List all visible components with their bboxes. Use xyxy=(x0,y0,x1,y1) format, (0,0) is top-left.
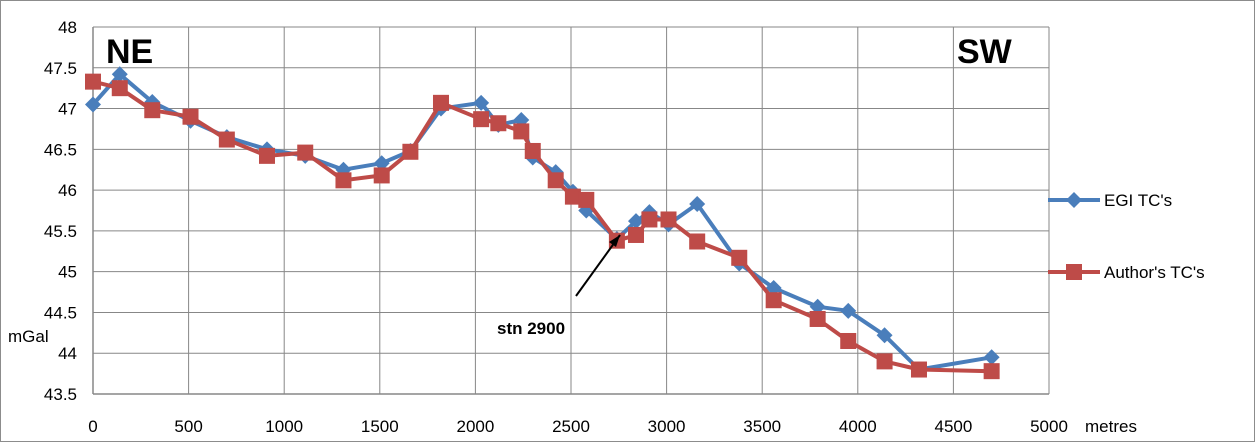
data-point xyxy=(731,249,748,266)
data-point xyxy=(641,211,658,228)
data-point xyxy=(513,123,530,140)
y-tick-label: 48 xyxy=(58,18,77,37)
y-tick-label: 47.5 xyxy=(44,59,77,78)
x-tick-label: 3000 xyxy=(648,417,686,436)
data-point xyxy=(809,298,826,315)
x-tick-label: 4000 xyxy=(839,417,877,436)
data-point xyxy=(840,302,857,319)
x-axis-label: metres xyxy=(1085,417,1137,436)
data-point xyxy=(402,143,419,160)
x-tick-label: 5000 xyxy=(1030,417,1068,436)
data-point xyxy=(335,172,352,189)
y-tick-label: 43.5 xyxy=(44,385,77,404)
data-point xyxy=(876,327,893,344)
x-axis-ticks: 0 500 1000 1500 2000 2500 3000 3500 4000 4500 5000 xyxy=(88,417,1068,436)
annotation-arrow-head xyxy=(609,235,620,247)
y-axis-label: mGal xyxy=(8,327,49,346)
annotation-label: stn 2900 xyxy=(497,319,565,338)
y-tick-label: 45.5 xyxy=(44,222,77,241)
data-point xyxy=(765,279,782,296)
series-layer xyxy=(85,66,1000,380)
legend-label-author: Author's TC's xyxy=(1104,263,1205,282)
legend-marker-egi xyxy=(1066,192,1082,208)
data-point xyxy=(432,94,449,111)
data-point xyxy=(578,191,595,208)
annotation-arrow-line xyxy=(575,234,621,297)
data-point xyxy=(258,147,275,164)
data-point xyxy=(809,310,826,327)
y-tick-label: 47 xyxy=(58,100,77,119)
data-point xyxy=(373,167,390,184)
data-point xyxy=(765,292,782,309)
data-point xyxy=(689,233,706,250)
y-tick-label: 46.5 xyxy=(44,140,77,159)
data-point xyxy=(85,73,101,90)
data-point xyxy=(628,213,645,230)
x-tick-label: 2000 xyxy=(456,417,494,436)
legend-item-egi: EGI TC's xyxy=(1048,191,1172,210)
x-tick-label: 3500 xyxy=(743,417,781,436)
data-point xyxy=(373,155,390,172)
legend-marker-author xyxy=(1066,264,1082,280)
data-point xyxy=(983,349,1000,366)
data-point xyxy=(144,102,161,119)
data-point xyxy=(876,353,893,370)
data-point xyxy=(182,108,199,125)
data-point xyxy=(111,80,128,97)
data-point xyxy=(660,211,677,228)
data-point xyxy=(910,361,927,378)
legend: EGI TC's Author's TC's xyxy=(1048,191,1205,282)
annotation: stn 2900 xyxy=(497,234,621,338)
legend-item-author: Author's TC's xyxy=(1048,263,1205,282)
y-tick-label: 46 xyxy=(58,181,77,200)
sw-corner-label: SW xyxy=(957,33,1013,71)
data-point xyxy=(297,144,314,161)
data-point xyxy=(840,332,857,349)
x-tick-label: 500 xyxy=(174,417,202,436)
data-point xyxy=(473,94,490,111)
data-point xyxy=(628,226,645,243)
x-tick-label: 0 xyxy=(88,417,97,436)
data-point xyxy=(85,96,101,113)
y-tick-label: 44.5 xyxy=(44,303,77,322)
data-point xyxy=(689,195,706,212)
grid-lines xyxy=(92,26,1050,395)
x-tick-label: 1000 xyxy=(265,417,303,436)
y-tick-label: 44 xyxy=(58,344,77,363)
data-point xyxy=(983,363,1000,380)
data-point xyxy=(111,66,128,83)
data-point xyxy=(524,142,541,159)
data-point xyxy=(490,115,507,132)
y-axis-ticks: 43.5 44 44.5 45 45.5 46 46.5 47 47.5 48 xyxy=(44,18,77,404)
legend-label-egi: EGI TC's xyxy=(1104,191,1172,210)
data-point xyxy=(218,131,235,148)
data-point xyxy=(564,188,581,205)
x-tick-label: 1500 xyxy=(361,417,399,436)
ne-corner-label: NE xyxy=(106,33,153,71)
y-tick-label: 45 xyxy=(58,263,77,282)
series-1 xyxy=(85,73,1000,380)
data-point xyxy=(473,111,490,128)
x-tick-label: 2500 xyxy=(552,417,590,436)
x-tick-label: 4500 xyxy=(934,417,972,436)
data-point xyxy=(547,172,564,189)
